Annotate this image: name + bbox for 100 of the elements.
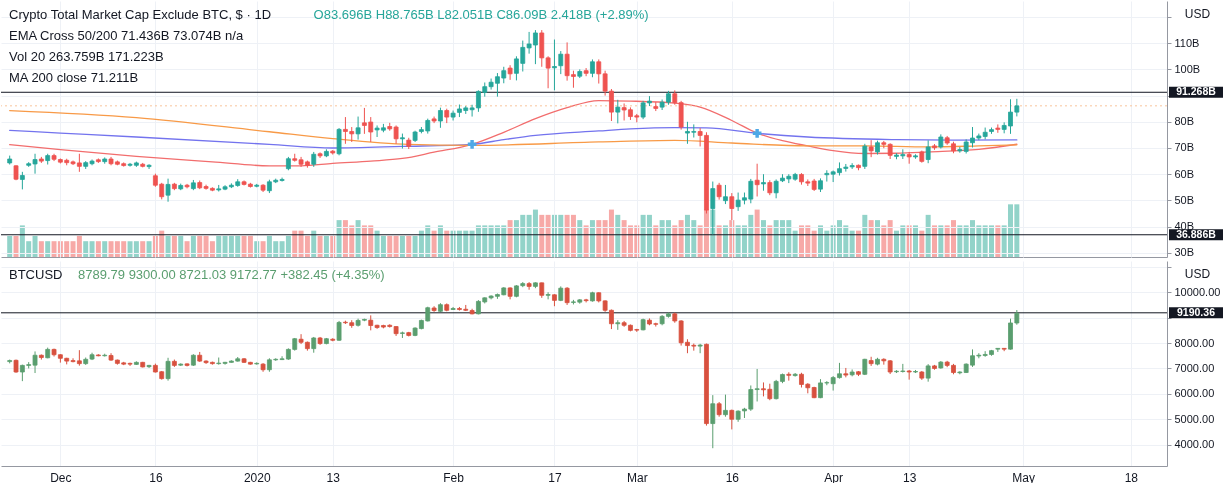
bar [539, 214, 545, 257]
candlestick [925, 139, 931, 164]
x-tick-label: 13 [326, 470, 341, 485]
bar [399, 235, 405, 257]
candlestick [558, 50, 564, 75]
bar [317, 235, 323, 257]
x-tick-label: 16 [725, 470, 740, 485]
bar [678, 220, 684, 257]
bar [95, 241, 101, 257]
bar [260, 241, 266, 257]
bar [957, 225, 963, 257]
x-tick-label: 17 [548, 470, 562, 485]
candlestick [507, 64, 513, 81]
y-axis-title: USD [1184, 6, 1211, 21]
candlestick [710, 394, 716, 449]
candlestick [526, 281, 532, 291]
candlestick [723, 184, 728, 205]
y-tick-label: 60B [1174, 167, 1195, 180]
x-tick-label: 18 [1124, 470, 1139, 485]
x-tick-label: Dec [50, 470, 72, 485]
candlestick [862, 143, 868, 170]
x-tick-label: 2020 [243, 470, 271, 485]
candlestick [146, 163, 152, 170]
bar [995, 225, 1001, 257]
candlestick [729, 192, 735, 221]
ref-line-label: 91.268B [1176, 85, 1217, 98]
bar [760, 220, 766, 257]
bar [716, 225, 722, 257]
y-axis-title: USD [1184, 266, 1211, 281]
bar [444, 230, 450, 257]
y-tick-label: 80B [1174, 115, 1195, 128]
bar [868, 220, 874, 257]
bar [171, 235, 177, 257]
candlestick [165, 357, 171, 382]
bar [615, 214, 621, 257]
bar [336, 220, 342, 257]
bar [431, 230, 437, 257]
candlestick [165, 178, 171, 203]
ref-line-label: 9190.36 [1177, 305, 1216, 318]
bar [393, 235, 399, 257]
y-tick-label: 8000.00 [1174, 336, 1215, 349]
bar [754, 209, 760, 257]
bar [197, 235, 203, 257]
candlestick [773, 178, 779, 199]
bar [919, 230, 925, 257]
y-tick-label: 4000.00 [1174, 438, 1215, 451]
bar [862, 214, 868, 257]
annotation: EMA Cross 50/200 71.436B 73.074B n/a [9, 28, 244, 43]
bar [855, 230, 861, 257]
bar [216, 235, 222, 257]
bar [596, 220, 602, 257]
bar [507, 220, 513, 257]
y-tick-label: 70B [1174, 141, 1195, 154]
bar [722, 225, 728, 257]
x-tick-label: Mar [626, 470, 648, 485]
bar [881, 225, 887, 257]
x-tick-label: Feb [443, 470, 465, 485]
bar [292, 230, 298, 257]
text: Crypto Total Market Cap Exclude BTC, $ · 1D [9, 7, 272, 22]
candlestick [583, 67, 589, 77]
bar [83, 241, 89, 257]
candlestick [792, 372, 798, 378]
bar [387, 235, 393, 257]
y-tick-label: 110B [1174, 36, 1200, 49]
candlestick [615, 99, 621, 124]
annotation: Vol 20 263.759B 171.223B [9, 49, 164, 64]
candlestick [336, 320, 342, 342]
bar [165, 235, 171, 257]
bar [653, 225, 659, 257]
bar [140, 241, 146, 257]
candlestick [438, 107, 443, 129]
bar [672, 225, 678, 257]
y-tick-label: 10000.00 [1174, 285, 1221, 298]
y-tick-label: 50B [1174, 193, 1195, 206]
bar [355, 220, 361, 257]
bar [102, 241, 108, 257]
bar [589, 220, 595, 257]
x-tick-label: 16 [149, 470, 163, 485]
bar [925, 214, 931, 257]
bar [437, 225, 443, 257]
y-tick-label: 7000.00 [1174, 361, 1215, 374]
bar [938, 225, 944, 257]
bar [178, 235, 184, 257]
bar [323, 235, 329, 257]
candlestick [552, 39, 557, 91]
bar [874, 220, 880, 257]
x-tick-label: 13 [902, 470, 917, 485]
candlestick [355, 116, 361, 141]
line-series [9, 126, 1018, 149]
bar [184, 241, 190, 257]
text: O83.696B H88.765B L82.051B C86.09B 2.418B (+2.89%) [313, 7, 649, 22]
bar [13, 235, 19, 257]
bar [190, 235, 196, 257]
bar [811, 230, 817, 257]
bar [931, 225, 937, 257]
bar [767, 225, 773, 257]
annotation: MA 200 close 71.211B [9, 70, 139, 85]
text: 8789.79 9300.00 8721.03 9172.77 +382.45 (+4.35%) [78, 267, 385, 282]
bar [545, 214, 551, 257]
bar [38, 241, 44, 257]
